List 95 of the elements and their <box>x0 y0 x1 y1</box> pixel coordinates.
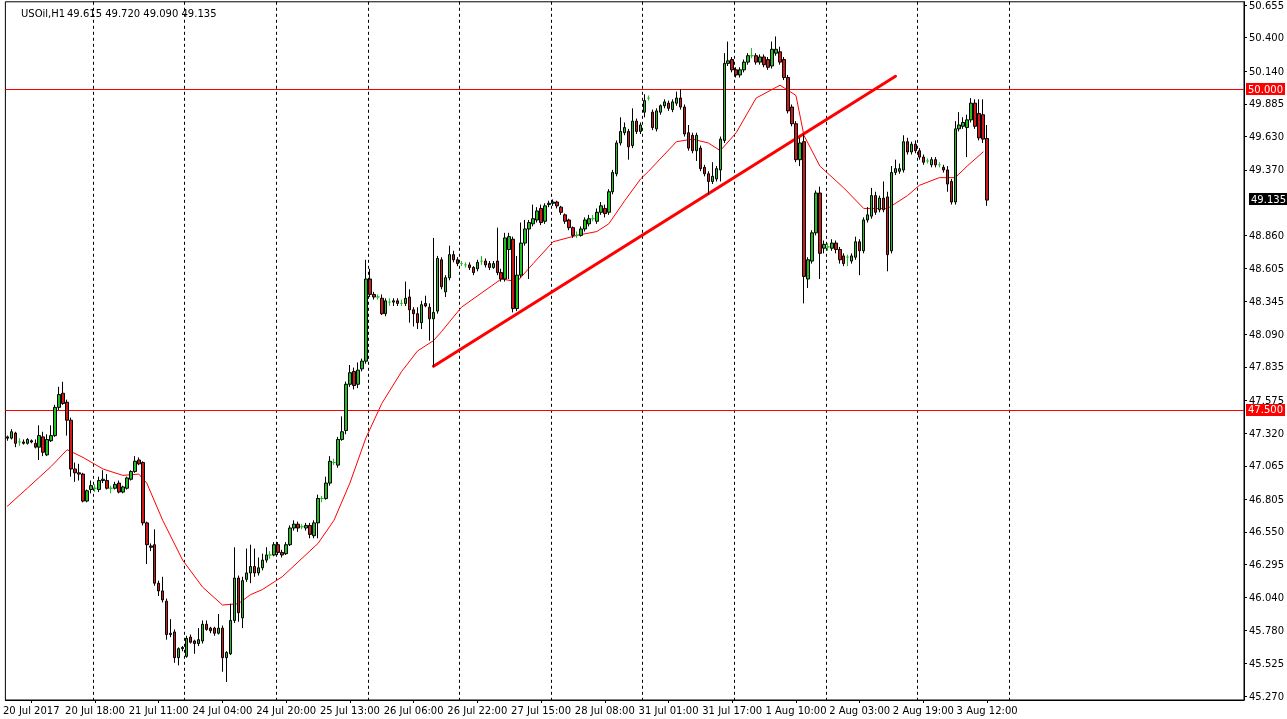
candlestick <box>26 437 29 446</box>
candlestick <box>583 216 587 233</box>
candlestick <box>511 236 515 313</box>
x-tick-label: 24 Jul 20:00 <box>256 704 317 716</box>
y-tick-label: 50.655 <box>1249 0 1285 11</box>
candlestick <box>296 521 300 533</box>
candlestick <box>484 257 487 268</box>
candlestick <box>113 481 117 491</box>
y-tick-label: 49.370 <box>1249 164 1285 176</box>
candlestick <box>758 53 762 66</box>
x-tick-label: 31 Jul 01:00 <box>638 704 699 716</box>
candlestick <box>830 238 834 252</box>
y-tick-label: 47.835 <box>1249 361 1285 373</box>
y-tick-label: 47.065 <box>1249 460 1285 472</box>
candlestick <box>977 98 981 141</box>
candlestick <box>535 206 539 224</box>
candlestick <box>376 293 380 301</box>
text: 49.135 <box>1251 193 1286 205</box>
ref-line-label: 50.000 <box>1248 83 1284 95</box>
candlestick <box>384 297 387 317</box>
candlestick <box>201 619 204 645</box>
x-tick-label: 24 Jul 04:00 <box>192 704 253 716</box>
x-tick-label: 2 Aug 19:00 <box>892 704 954 716</box>
candlestick <box>380 293 384 316</box>
candlestick <box>543 202 547 225</box>
candlestick <box>902 134 905 173</box>
candlestick <box>655 107 658 132</box>
candlestick <box>436 255 439 315</box>
y-tick-label: 46.550 <box>1249 526 1285 538</box>
candlestick <box>22 438 25 446</box>
text: USOil,H1 <box>21 7 66 19</box>
candlestick <box>503 232 507 283</box>
candlestick <box>930 156 933 168</box>
y-tick-label: 50.140 <box>1249 65 1285 77</box>
y-tick-label: 45.780 <box>1249 625 1285 637</box>
y-tick-label: 47.575 <box>1249 394 1285 406</box>
candlestick <box>308 522 312 539</box>
x-tick-label: 31 Jul 17:00 <box>702 704 763 716</box>
y-tick-label: 48.860 <box>1249 229 1285 241</box>
candlestick <box>870 187 873 220</box>
candlestick <box>934 156 937 168</box>
candlestick <box>468 261 471 271</box>
candlestick <box>667 100 670 112</box>
candlestick <box>37 424 41 461</box>
y-tick-label: 46.040 <box>1249 591 1285 603</box>
y-tick-label: 45.270 <box>1249 690 1285 702</box>
candlestick <box>161 576 164 603</box>
x-tick-label: 3 Aug 12:00 <box>956 704 1018 716</box>
text: 49.615 49.720 49.090 49.135 <box>67 7 217 19</box>
y-tick-label: 49.885 <box>1249 98 1285 110</box>
y-tick-label: 46.805 <box>1249 493 1285 505</box>
candlestick <box>476 259 479 272</box>
candlestick <box>539 204 543 226</box>
candlestick <box>249 544 252 584</box>
candlestick <box>396 297 399 307</box>
x-tick-label: 26 Jul 06:00 <box>383 704 444 716</box>
candlestick <box>356 361 360 389</box>
x-tick-label: 2 Aug 03:00 <box>829 704 891 716</box>
candlestick <box>874 191 877 216</box>
candlestick <box>30 438 33 444</box>
candlestick <box>316 494 320 539</box>
x-tick-label: 25 Jul 13:00 <box>319 704 380 716</box>
y-tick-label: 48.090 <box>1249 328 1285 340</box>
y-tick-label: 50.400 <box>1249 32 1285 44</box>
candlestick <box>392 297 395 307</box>
candlestick <box>241 576 244 629</box>
y-tick-label: 48.345 <box>1249 295 1285 307</box>
candlestick <box>488 260 491 271</box>
candlestick <box>14 431 17 448</box>
x-tick-label: 21 Jul 11:00 <box>128 704 189 716</box>
candlestick <box>245 548 248 583</box>
candlestick <box>165 598 168 641</box>
candlestick <box>559 205 563 216</box>
candlestick <box>802 133 806 304</box>
candlestick <box>754 52 758 66</box>
y-tick-label: 48.605 <box>1249 262 1285 274</box>
x-tick-label: 1 Aug 10:00 <box>765 704 827 716</box>
x-tick-label: 26 Jul 22:00 <box>447 704 508 716</box>
candlestick <box>762 53 766 68</box>
candlestick <box>432 237 435 367</box>
x-tick-label: 28 Jul 08:00 <box>574 704 635 716</box>
ref-line-label: 47.500 <box>1248 404 1284 416</box>
x-tick-label: 20 Jul 18:00 <box>65 704 125 716</box>
candlestick <box>818 186 822 280</box>
candlestick <box>420 300 423 330</box>
candlestick <box>117 480 121 494</box>
candlestick <box>651 109 654 131</box>
x-tick-label: 20 Jul 2017 <box>2 704 60 716</box>
y-tick-label: 46.295 <box>1249 559 1285 571</box>
candlestick <box>910 141 913 156</box>
y-tick-label: 49.630 <box>1249 131 1285 143</box>
y-tick-label: 47.320 <box>1249 427 1285 439</box>
x-tick-label: 27 Jul 15:00 <box>511 704 572 716</box>
y-tick-label: 45.525 <box>1249 657 1285 669</box>
candlestick <box>105 473 109 491</box>
